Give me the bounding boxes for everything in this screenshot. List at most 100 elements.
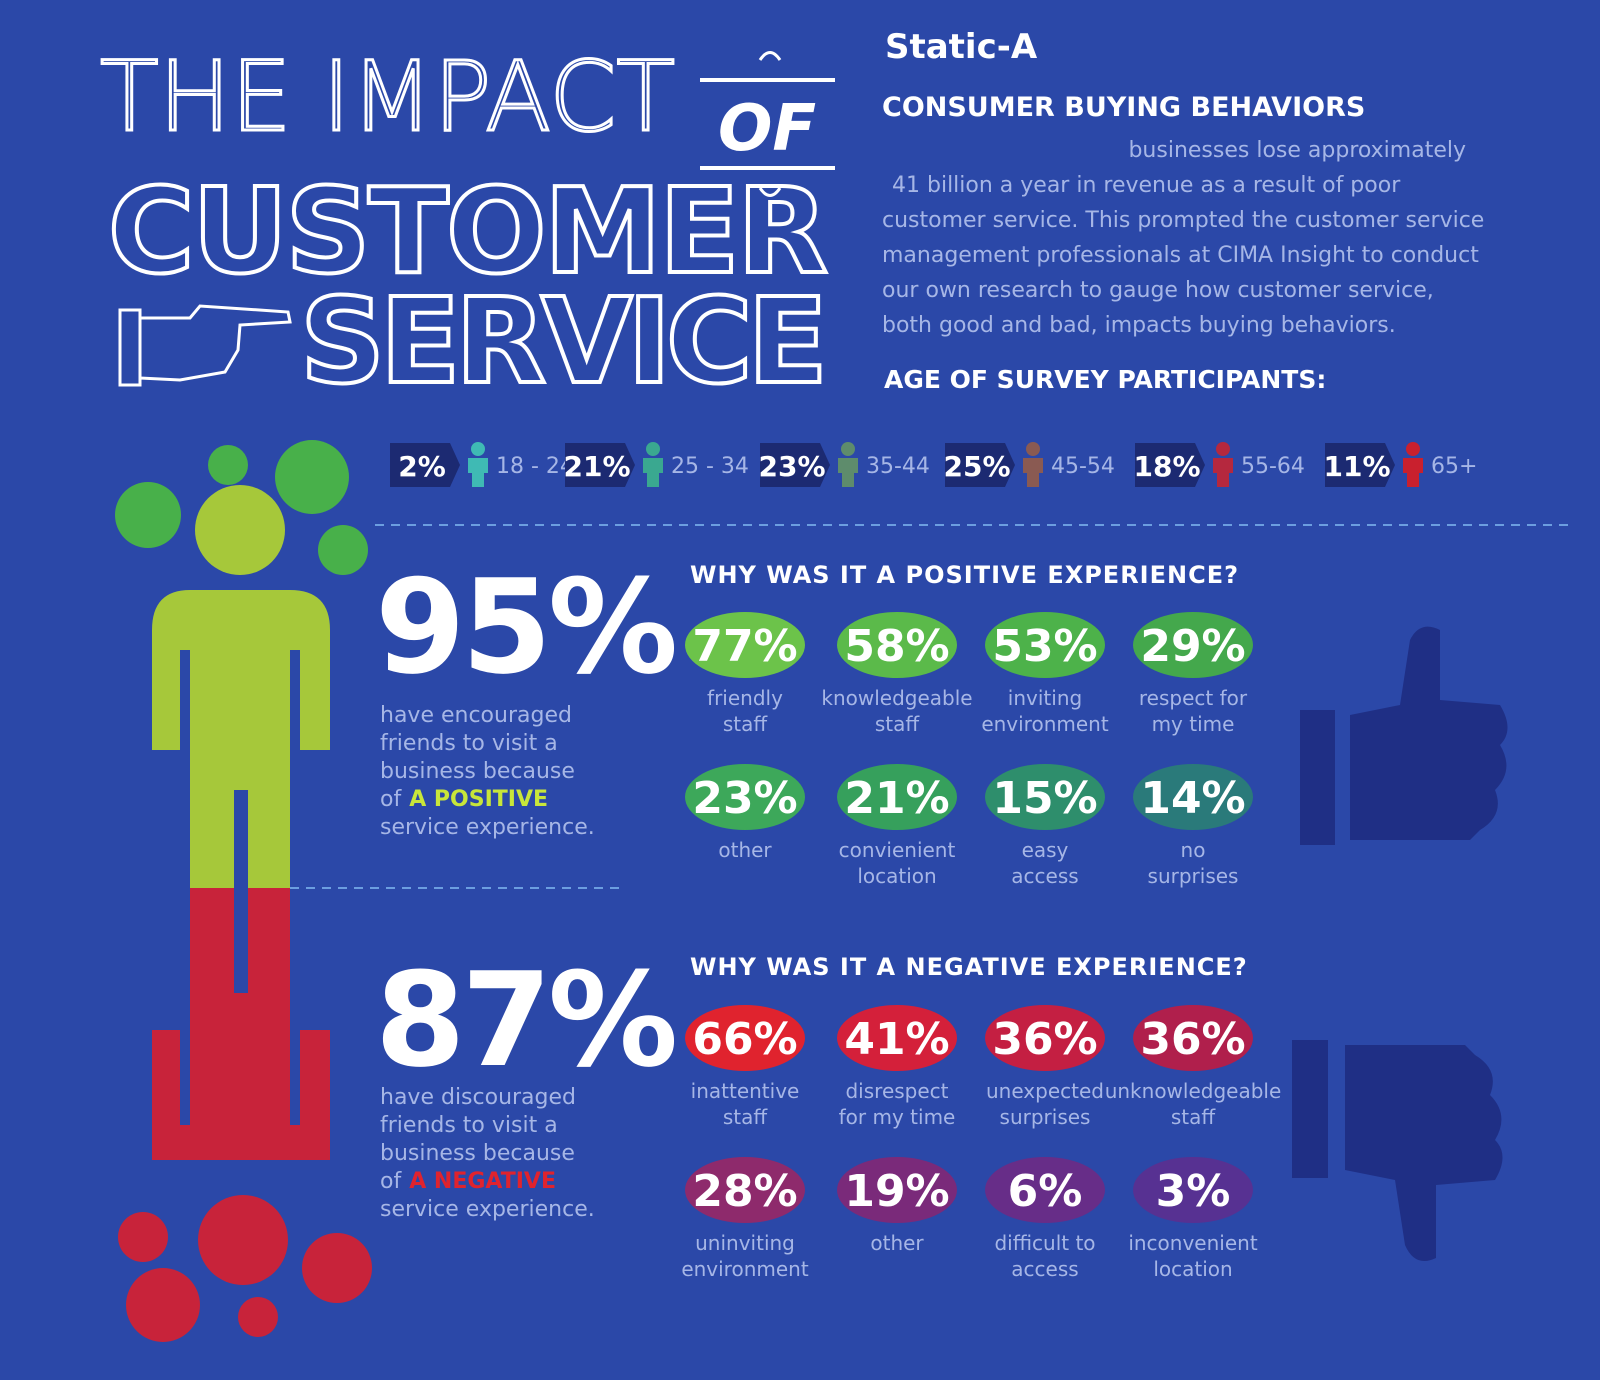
description-prefix: of	[380, 787, 402, 812]
age-icon-body	[1023, 458, 1043, 487]
stat-description: friends to visit a	[380, 731, 558, 756]
age-percent: 2%	[398, 450, 446, 483]
reason-label: inattentive	[691, 1079, 800, 1103]
age-icon-head	[646, 442, 660, 456]
reason-bubble	[837, 764, 957, 830]
age-percent: 21%	[563, 450, 630, 483]
age-badge	[1135, 443, 1205, 487]
reason-label: access	[1011, 864, 1078, 888]
reason-label: environment	[681, 1257, 809, 1281]
reason-percent: 3%	[1156, 1166, 1231, 1217]
reason-percent: 29%	[1140, 621, 1245, 672]
reason-label: respect for	[1139, 686, 1248, 710]
stat-description: have discouraged	[380, 1085, 576, 1110]
age-range: 25 - 34	[671, 454, 749, 479]
reason-label: location	[1153, 1257, 1232, 1281]
age-badge	[945, 443, 1015, 487]
reason-label: easy	[1022, 838, 1069, 862]
reason-label: staff	[723, 1105, 769, 1129]
age-icon-body	[643, 458, 663, 487]
intro-line: customer service. This prompted the cust…	[882, 208, 1484, 233]
reason-label: surprises	[1148, 864, 1239, 888]
age-badge	[565, 443, 635, 487]
description-highlight: A NEGATIVE	[409, 1169, 556, 1194]
age-range: 18 - 24	[496, 454, 574, 479]
stat-description: friends to visit a	[380, 1113, 558, 1138]
reason-label: my time	[1152, 712, 1235, 736]
age-percent: 25%	[943, 450, 1010, 483]
age-range: 55-64	[1241, 454, 1305, 479]
reason-label: unexpected	[986, 1079, 1104, 1103]
of-badge: OF	[700, 51, 835, 197]
reason-bubble	[1133, 1005, 1253, 1071]
reason-percent: 77%	[692, 621, 797, 672]
reason-percent: 15%	[992, 773, 1097, 824]
title-top: THE IMPACT	[100, 41, 675, 153]
reason-percent: 66%	[692, 1014, 797, 1065]
reasons-heading: WHY WAS IT A POSITIVE EXPERIENCE?	[690, 561, 1239, 589]
reason-label: inviting	[1008, 686, 1082, 710]
age-icon-body	[468, 458, 488, 487]
reason-percent: 14%	[1140, 773, 1245, 824]
age-icon-head	[841, 442, 855, 456]
negative-section: 87%have discouraged friends to visit a bus…	[375, 944, 1281, 1281]
age-heading: AGE OF SURVEY PARTICIPANTS:	[884, 365, 1326, 394]
age-icon-head	[1026, 442, 1040, 456]
stat-description: business because	[380, 1141, 575, 1166]
intro-line: both good and bad, impacts buying behavi…	[882, 313, 1396, 338]
intro-text: businesses lose approximately 41 billion …	[882, 138, 1484, 338]
reason-label: disrespect	[845, 1079, 948, 1103]
reason-bubble	[1133, 1157, 1253, 1223]
reason-label: access	[1011, 1257, 1078, 1281]
reason-percent: 41%	[844, 1014, 949, 1065]
age-icon-head	[1406, 442, 1420, 456]
reason-percent: 53%	[992, 621, 1097, 672]
reason-bubble	[1133, 764, 1253, 830]
sections: 95%have encouraged friends to visit a busi…	[375, 551, 1281, 1281]
reason-label: no	[1181, 838, 1206, 862]
reason-bubble	[685, 612, 805, 678]
person-figure	[115, 440, 372, 1342]
reason-percent: 21%	[844, 773, 949, 824]
age-percent: 23%	[758, 450, 825, 483]
age-icon-body	[838, 458, 858, 487]
stat-description: of A NEGATIVE	[380, 1169, 556, 1194]
age-range: 65+	[1431, 454, 1477, 479]
reason-label: other	[870, 1231, 924, 1255]
age-icon-head	[1216, 442, 1230, 456]
intro-line: management professionals at CIMA Insight…	[882, 243, 1479, 268]
reason-label: knowledgeable	[821, 686, 972, 710]
reason-label: difficult to	[994, 1231, 1095, 1255]
reason-bubble	[685, 1157, 805, 1223]
reason-bubble	[985, 612, 1105, 678]
positive-section: 95%have encouraged friends to visit a busi…	[375, 551, 1253, 888]
reason-bubble	[985, 764, 1105, 830]
intro-line: our own research to gauge how customer s…	[882, 278, 1434, 303]
reason-label: location	[857, 864, 936, 888]
stat-description: service experience.	[380, 1197, 595, 1222]
reason-percent: 36%	[1140, 1014, 1245, 1065]
reason-bubble	[837, 612, 957, 678]
stat-description: have encouraged	[380, 703, 572, 728]
reason-bubble	[685, 764, 805, 830]
tag: Static-A	[885, 27, 1038, 67]
reason-label: staff	[1171, 1105, 1217, 1129]
title-middle: CUSTOMER	[108, 162, 828, 300]
reason-label: friendly	[707, 686, 783, 710]
reason-percent: 28%	[692, 1166, 797, 1217]
reason-label: inconvenient	[1128, 1231, 1257, 1255]
age-icon-body	[1403, 458, 1423, 487]
reason-bubble	[685, 1005, 805, 1071]
reason-percent: 23%	[692, 773, 797, 824]
reason-bubble	[1133, 612, 1253, 678]
big-stat: 95%	[375, 551, 675, 703]
reason-percent: 58%	[844, 621, 949, 672]
thumbs-up	[1300, 626, 1508, 845]
age-badge	[760, 443, 830, 487]
age-badge	[1325, 443, 1395, 487]
reason-label: unknowledgeable	[1105, 1079, 1282, 1103]
reason-label: staff	[723, 712, 769, 736]
